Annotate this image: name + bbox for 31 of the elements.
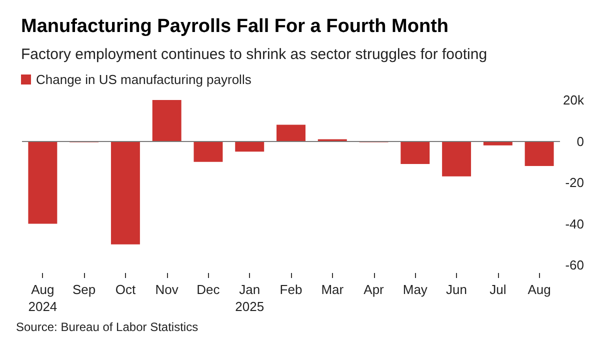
y-tick-label: -20 <box>565 175 584 190</box>
x-tick-label: Apr <box>364 282 385 297</box>
source-note: Source: Bureau of Labor Statistics <box>16 320 198 334</box>
bar <box>524 141 554 166</box>
bar <box>442 141 472 176</box>
bar <box>276 124 306 142</box>
x-tick-label: Dec <box>196 282 220 297</box>
x-tick-label: Sep <box>72 282 96 297</box>
x-tick-label: Jul <box>490 282 506 297</box>
x-tick-label: Jun <box>446 282 468 297</box>
x-tick-label: Aug <box>528 282 551 297</box>
chart-subtitle: Factory employment continues to shrink as sector struggles for footing <box>21 46 488 63</box>
chart-title: Manufacturing Payrolls Fall For a Fourth Month <box>21 16 449 37</box>
bar <box>400 141 430 164</box>
bar <box>235 141 264 152</box>
bar <box>110 141 140 244</box>
y-tick-label: 0 <box>576 134 584 149</box>
x-tick-label: Oct <box>115 282 136 297</box>
bar <box>194 141 223 162</box>
x-tick-label: Aug 2024 <box>28 282 58 314</box>
bar <box>152 100 182 142</box>
y-tick-label: 20k <box>563 92 584 108</box>
legend-label: Change in US manufacturing payrolls <box>36 72 252 87</box>
x-tick-label: Nov <box>155 282 179 297</box>
x-tick-label: May <box>402 282 428 297</box>
x-tick-label: Jan 2025 <box>235 282 264 314</box>
x-tick-label: Feb <box>280 282 302 297</box>
y-tick-label: -40 <box>565 216 584 232</box>
y-tick-label: -60 <box>565 258 584 272</box>
x-tick-label: Mar <box>321 282 344 297</box>
bar <box>28 141 58 224</box>
